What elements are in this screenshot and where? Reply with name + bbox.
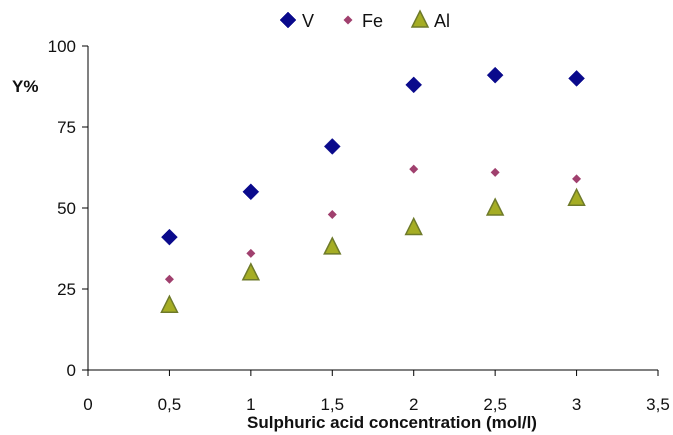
x-tick-label: 0,5 — [158, 395, 182, 414]
x-tick-label: 3 — [572, 395, 581, 414]
x-tick-label: 1,5 — [320, 395, 344, 414]
legend-item-al: Al — [410, 9, 450, 31]
series-al — [160, 187, 586, 313]
legend-label-fe: Fe — [362, 11, 383, 31]
data-point-al — [567, 187, 586, 207]
data-point-v — [486, 66, 504, 84]
data-point-fe — [409, 164, 419, 174]
x-axis-title: Sulphuric acid concentration (mol/l) — [247, 413, 537, 432]
series-v — [161, 66, 585, 246]
data-point-fe — [164, 274, 174, 284]
data-point-al — [323, 236, 342, 255]
axes — [87, 46, 658, 371]
legend-item-fe: Fe — [343, 11, 383, 31]
legend-label-v: V — [302, 11, 314, 31]
legend: V Fe Al — [279, 9, 450, 31]
y-tick-label: 100 — [48, 37, 76, 56]
data-point-v — [568, 70, 585, 87]
y-tick-label: 0 — [67, 361, 76, 380]
x-tick-label: 0 — [83, 395, 92, 414]
y-axis-title: Y% — [12, 77, 38, 96]
legend-marker-v — [279, 11, 297, 29]
data-point-v — [323, 138, 341, 155]
data-point-fe — [327, 209, 337, 219]
legend-marker-al — [410, 9, 430, 28]
data-point-fe — [572, 174, 582, 184]
x-tick-label: 1 — [246, 395, 255, 414]
y-tick-label: 50 — [57, 199, 76, 218]
data-point-al — [160, 294, 179, 313]
series-fe — [164, 164, 582, 284]
data-point-fe — [490, 167, 500, 177]
x-tick-label: 2,5 — [483, 395, 507, 414]
data-point-al — [485, 197, 505, 216]
legend-marker-fe — [343, 15, 353, 25]
ticks: 0 25 50 75 100 0 0,5 1 1,5 2 2,5 3 3,5 — [48, 37, 670, 414]
y-tick-label: 75 — [57, 118, 76, 137]
data-point-v — [161, 228, 178, 246]
data-point-al — [241, 262, 261, 281]
x-tick-label: 2 — [409, 395, 418, 414]
x-tick-label: 3,5 — [646, 395, 670, 414]
data-point-fe — [246, 248, 256, 258]
legend-item-v: V — [279, 11, 314, 31]
data-point-v — [405, 76, 423, 94]
data-point-al — [404, 216, 423, 236]
legend-label-al: Al — [434, 11, 450, 31]
data-points — [160, 66, 586, 313]
y-tick-label: 25 — [57, 280, 76, 299]
data-point-v — [242, 183, 260, 201]
